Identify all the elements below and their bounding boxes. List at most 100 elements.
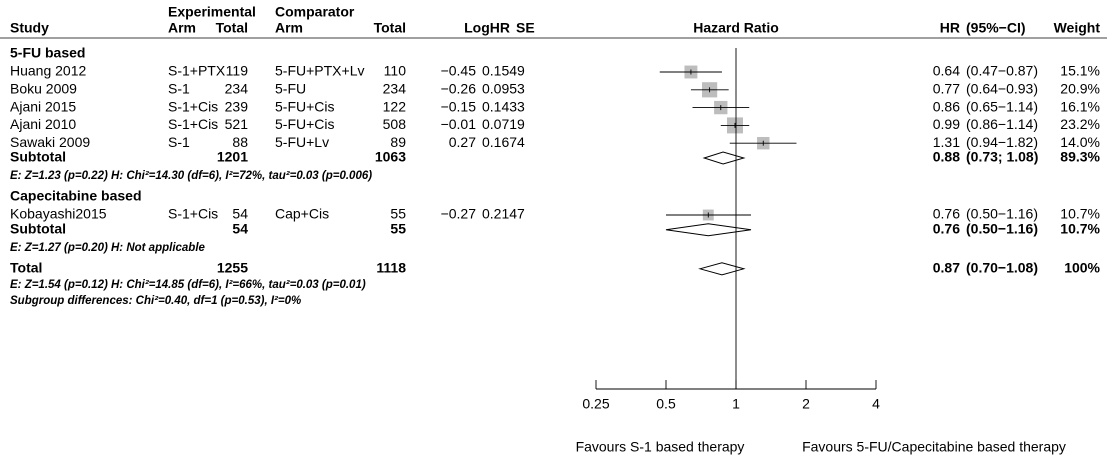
ci: (0.94−1.82) (966, 134, 1038, 150)
header: Total (374, 20, 406, 36)
exp-arm: S-1+Cis (168, 206, 218, 222)
summary-weight: 10.7% (1060, 221, 1100, 237)
ci: (0.64−0.93) (966, 81, 1038, 97)
header: SE (516, 20, 535, 36)
hr: 1.31 (933, 134, 960, 150)
comp-arm: Cap+Cis (275, 206, 329, 222)
loghr: −0.45 (441, 63, 477, 79)
comp-total: 122 (383, 98, 407, 114)
se: 0.2147 (482, 206, 525, 222)
x-tick-label: 0.5 (656, 396, 676, 412)
header: Arm (275, 20, 303, 36)
exp-arm: S-1+PTX (168, 63, 226, 79)
weight: 10.7% (1060, 206, 1100, 222)
exp-total: 119 (226, 63, 249, 79)
se: 0.0953 (482, 81, 525, 97)
exp-total: 239 (225, 98, 249, 114)
heterogeneity-stats: E: Z=1.23 (p=0.22) H: Chi²=14.30 (df=6),… (10, 170, 372, 182)
heterogeneity-stats: E: Z=1.27 (p=0.20) H: Not applicable (10, 242, 206, 254)
header: Experimental (168, 4, 256, 20)
hr: 0.86 (933, 98, 960, 114)
ci: (0.50−1.16) (966, 206, 1038, 222)
weight: 23.2% (1060, 116, 1100, 132)
x-tick-label: 4 (872, 396, 880, 412)
summary-total: 1201 (217, 149, 248, 165)
header: Study (10, 20, 49, 36)
study-name: Sawaki 2009 (10, 134, 90, 150)
summary-ci: (0.73; 1.08) (966, 149, 1038, 165)
loghr: −0.01 (441, 116, 477, 132)
exp-arm: S-1 (168, 81, 190, 97)
header: Weight (1054, 20, 1101, 36)
ci: (0.47−0.87) (966, 63, 1038, 79)
summary-hr: 0.76 (933, 221, 960, 237)
header: Hazard Ratio (693, 20, 779, 36)
summary-hr: 0.88 (933, 149, 960, 165)
x-tick-label: 2 (802, 396, 810, 412)
weight: 16.1% (1060, 98, 1100, 114)
summary-total: 1063 (375, 149, 406, 165)
weight: 14.0% (1060, 134, 1100, 150)
exp-arm: S-1 (168, 134, 190, 150)
exp-total: 234 (225, 81, 249, 97)
study-name: Huang 2012 (10, 63, 87, 79)
header: Arm (168, 20, 196, 36)
hr: 0.77 (933, 81, 960, 97)
exp-arm: S-1+Cis (168, 116, 218, 132)
header: Comparator (275, 4, 355, 20)
header: HR (940, 20, 960, 36)
summary-total: 1255 (217, 260, 248, 276)
se: 0.1674 (482, 134, 525, 150)
comp-arm: 5-FU (275, 81, 306, 97)
weight: 20.9% (1060, 81, 1100, 97)
se: 0.1433 (482, 98, 525, 114)
loghr: −0.26 (441, 81, 477, 97)
subgroup-stats: Subgroup differences: Chi²=0.40, df=1 (p… (10, 295, 301, 307)
x-tick-label: 0.25 (582, 396, 609, 412)
x-axis-label: Favours 5-FU/Capecitabine based therapy (802, 439, 1066, 455)
header: Total (216, 20, 248, 36)
exp-arm: S-1+Cis (168, 98, 218, 114)
hr: 0.76 (933, 206, 960, 222)
summary-diamond (665, 223, 752, 237)
comp-total: 55 (390, 206, 406, 222)
comp-total: 89 (390, 134, 406, 150)
study-name: Boku 2009 (10, 81, 77, 97)
weight: 15.1% (1060, 63, 1100, 79)
ci: (0.86−1.14) (966, 116, 1038, 132)
comp-total: 508 (383, 116, 407, 132)
header: (95%−CI) (966, 20, 1026, 36)
study-name: Ajani 2015 (10, 98, 76, 114)
comp-total: 234 (383, 81, 407, 97)
summary-hr: 0.87 (933, 260, 960, 276)
summary-weight: 100% (1064, 260, 1100, 276)
summary-label: Subtotal (10, 149, 66, 165)
group-name: Capecitabine based (10, 188, 142, 204)
comp-arm: 5-FU+Cis (275, 98, 335, 114)
summary-label: Total (10, 260, 42, 276)
hr: 0.99 (933, 116, 960, 132)
group-name: 5-FU based (10, 45, 85, 61)
x-axis-label: Favours S-1 based therapy (576, 439, 745, 455)
exp-total: 88 (232, 134, 248, 150)
exp-total: 521 (225, 116, 249, 132)
comp-arm: 5-FU+Lv (275, 134, 329, 150)
loghr: −0.15 (441, 98, 477, 114)
summary-total: 55 (390, 221, 406, 237)
summary-diamond (698, 262, 746, 276)
summary-total: 1118 (376, 260, 406, 276)
loghr: 0.27 (449, 134, 476, 150)
study-name: Ajani 2010 (10, 116, 76, 132)
summary-label: Subtotal (10, 221, 66, 237)
summary-ci: (0.70−1.08) (966, 260, 1038, 276)
summary-ci: (0.50−1.16) (966, 221, 1038, 237)
study-name: Kobayashi2015 (10, 206, 107, 222)
ci: (0.65−1.14) (966, 98, 1038, 114)
summary-total: 54 (232, 221, 248, 237)
loghr: −0.27 (441, 206, 477, 222)
header: LogHR (464, 20, 510, 36)
se: 0.0719 (482, 116, 525, 132)
hr: 0.64 (933, 63, 960, 79)
se: 0.1549 (482, 63, 525, 79)
